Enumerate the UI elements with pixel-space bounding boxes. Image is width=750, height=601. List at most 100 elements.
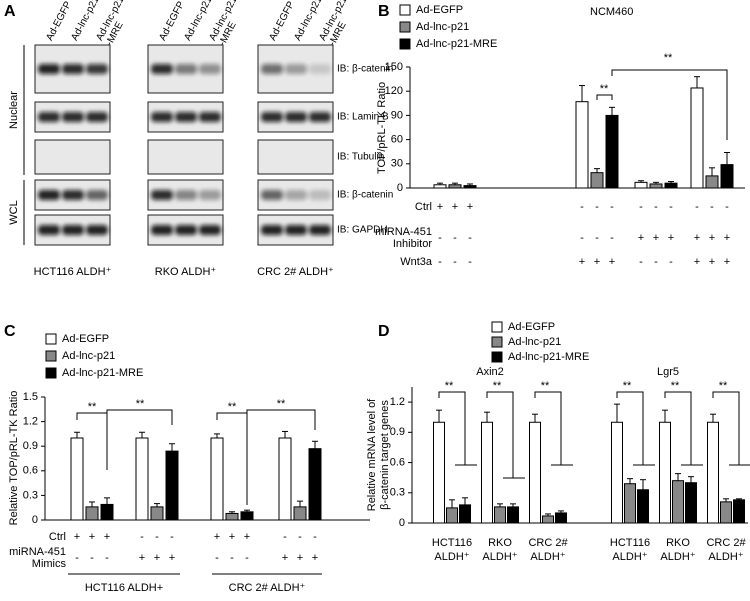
row-group-label: WCL — [8, 200, 20, 224]
treatment-sign: - — [654, 201, 658, 213]
x-tick-label: RKO — [488, 537, 512, 549]
treatment-sign: - — [468, 256, 472, 268]
bar — [225, 512, 239, 521]
bar — [308, 448, 322, 521]
treatment-sign: - — [298, 531, 302, 543]
blot-band — [199, 190, 221, 200]
legend-label: Ad-EGFP — [416, 4, 463, 16]
treatment-label: miRNA-451 — [9, 546, 66, 558]
x-tick-label: ALDH⁺ — [530, 551, 565, 563]
y-tick-label: 150 — [385, 61, 403, 73]
legend-swatch — [45, 367, 57, 379]
bar — [705, 175, 719, 189]
x-tick-label: ALDH⁺ — [660, 551, 695, 563]
blot-band — [285, 64, 307, 74]
legend-swatch — [491, 321, 503, 333]
bar — [590, 172, 604, 189]
treatment-sign: - — [105, 552, 109, 564]
blot-row-label: IB: Tubulin — [337, 152, 384, 163]
treatment-sign: - — [215, 552, 219, 564]
treatment-sign: + — [437, 201, 443, 213]
bar — [210, 437, 224, 521]
significance-bracket — [712, 391, 740, 465]
y-tick-label: 0.9 — [23, 440, 38, 452]
bar — [649, 183, 663, 189]
treatment-sign: + — [594, 256, 600, 268]
y-tick-label: 0 — [399, 517, 405, 529]
treatment-sign: - — [313, 531, 317, 543]
treatment-sign: + — [89, 531, 95, 543]
blot-band — [309, 225, 331, 235]
blot-band — [261, 64, 283, 74]
treatment-sign: + — [694, 256, 700, 268]
blot-row-label: IB: Lamin B — [337, 112, 389, 123]
treatment-sign: + — [104, 531, 110, 543]
x-tick-label: HCT116 — [432, 537, 472, 549]
treatment-sign: + — [282, 552, 288, 564]
x-tick-label: ALDH⁺ — [482, 551, 517, 563]
panel-label: B — [378, 3, 390, 20]
x-tick-label: HCT116 — [610, 537, 650, 549]
blot-band — [151, 64, 173, 74]
blot-band — [309, 112, 331, 122]
x-tick-label: CRC 2# — [706, 537, 746, 549]
blot-band — [285, 225, 307, 235]
treatment-sign: - — [710, 201, 714, 213]
significance-bracket — [664, 391, 692, 465]
significance-label: ** — [136, 398, 145, 410]
blot-band — [199, 112, 221, 122]
treatment-sign: + — [609, 256, 615, 268]
bar — [685, 482, 697, 524]
row-group-group: Nuclear — [8, 91, 20, 129]
significance-bracket — [596, 94, 613, 100]
bar — [135, 437, 149, 521]
significance-label: ** — [671, 380, 680, 392]
treatment-sign: + — [694, 232, 700, 244]
blot-band — [151, 190, 173, 200]
bar — [150, 506, 164, 521]
x-tick-label: ALDH⁺ — [612, 551, 647, 563]
treatment-sign: + — [452, 201, 458, 213]
blot-band — [86, 112, 108, 122]
legend-swatch — [399, 38, 411, 50]
treatment-sign: - — [669, 201, 673, 213]
legend-swatch — [45, 350, 57, 362]
blot-frame — [147, 139, 224, 175]
x-tick-label: ALDH⁺ — [708, 551, 743, 563]
bar — [720, 501, 732, 524]
significance-label: ** — [623, 380, 632, 392]
treatment-sign: + — [724, 256, 730, 268]
treatment-sign: - — [170, 531, 174, 543]
lane-label-group: Ad-lnc-p21-MRE — [317, 0, 350, 48]
blot-band — [175, 112, 197, 122]
blot-band — [86, 225, 108, 235]
treatment-sign: - — [438, 256, 442, 268]
treatment-sign: + — [579, 256, 585, 268]
bar — [555, 512, 567, 524]
treatment-sign: + — [139, 552, 145, 564]
legend-label: Ad-EGFP — [508, 321, 555, 333]
treatment-sign: - — [725, 201, 729, 213]
treatment-sign: + — [214, 531, 220, 543]
chart-title: NCM460 — [590, 6, 633, 18]
y-axis-label: TOP/pRL-TK Ratio — [376, 82, 388, 174]
treatment-sign: - — [283, 531, 287, 543]
significance-label: ** — [277, 398, 286, 410]
cell-line-label: HCT116 ALDH⁺ — [34, 266, 112, 278]
treatment-sign: - — [610, 232, 614, 244]
treatment-sign: + — [709, 232, 715, 244]
y-label-group: TOP/pRL-TK Ratio — [376, 82, 388, 174]
significance-label: ** — [541, 380, 550, 392]
bar — [575, 101, 589, 189]
y-axis-label: Relative mRNA level of — [366, 398, 378, 511]
y-tick-label: 0.3 — [23, 489, 38, 501]
bar — [459, 504, 471, 524]
treatment-sign: - — [695, 201, 699, 213]
bar — [446, 507, 458, 524]
treatment-sign: + — [74, 531, 80, 543]
bar — [664, 182, 678, 189]
significance-bracket — [486, 391, 514, 478]
treatment-label: Wnt3a — [400, 256, 433, 268]
legend-swatch — [45, 333, 57, 345]
treatment-label: Ctrl — [415, 201, 432, 213]
